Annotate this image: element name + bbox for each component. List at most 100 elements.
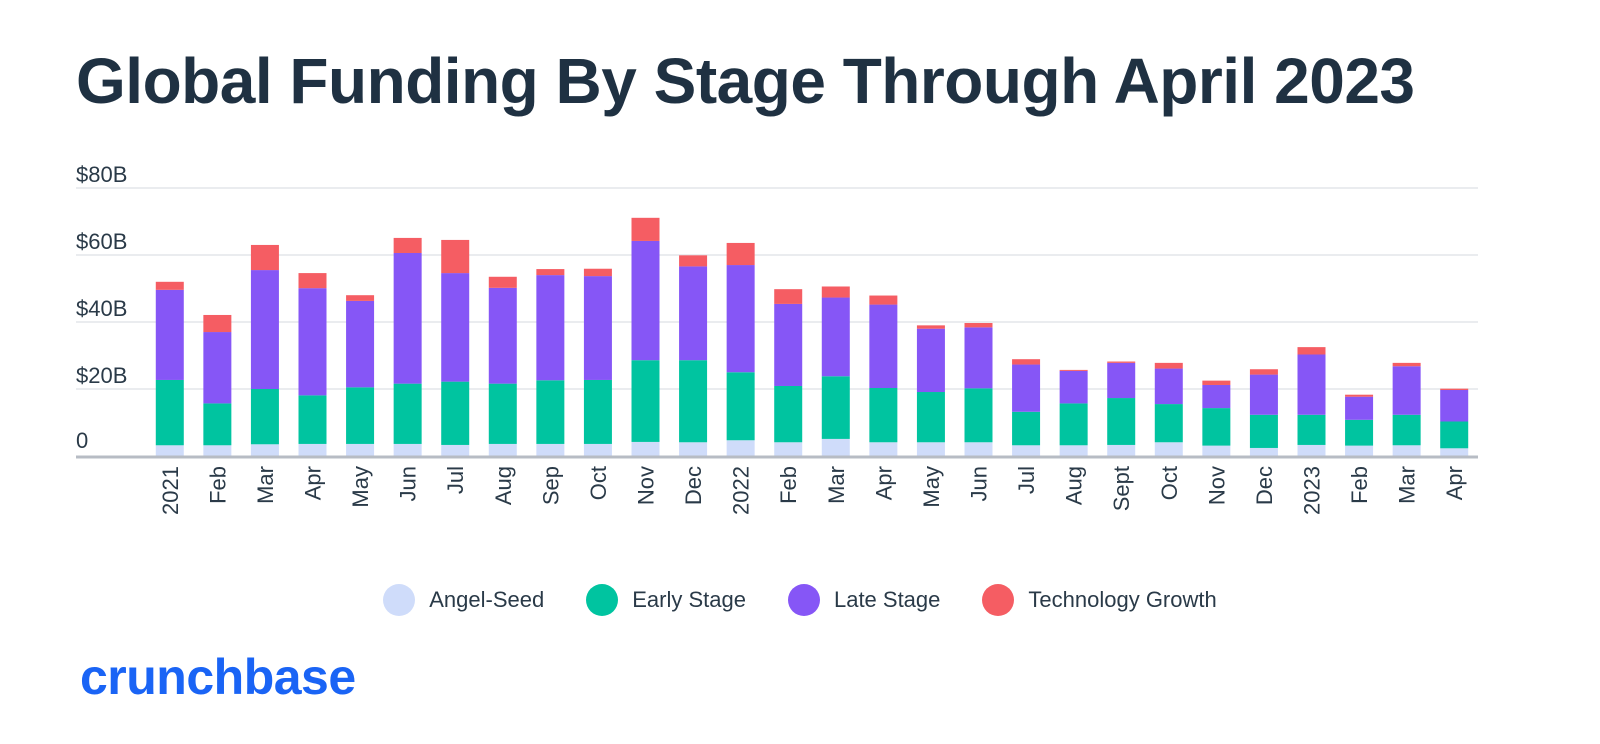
bar-segment-technology-growth[interactable]: [203, 314, 232, 333]
bar-segment-late-stage[interactable]: [346, 300, 375, 388]
bar-segment-early-stage[interactable]: [1059, 403, 1088, 446]
bar-segment-late-stage[interactable]: [1440, 390, 1469, 422]
bar-segment-angel-seed[interactable]: [1012, 445, 1041, 456]
bar-segment-late-stage[interactable]: [1202, 384, 1231, 409]
bar-segment-late-stage[interactable]: [441, 273, 470, 382]
bar-segment-angel-seed[interactable]: [583, 443, 612, 456]
bar-segment-early-stage[interactable]: [1345, 419, 1374, 446]
bar-segment-technology-growth[interactable]: [488, 276, 517, 288]
bar-segment-angel-seed[interactable]: [250, 444, 279, 456]
bar-segment-angel-seed[interactable]: [1202, 445, 1231, 456]
bar-segment-angel-seed[interactable]: [869, 442, 898, 456]
legend-item-technology-growth[interactable]: Technology Growth: [982, 584, 1217, 616]
bar-segment-late-stage[interactable]: [726, 265, 755, 373]
bar-segment-angel-seed[interactable]: [1297, 444, 1326, 456]
bar-segment-technology-growth[interactable]: [346, 295, 375, 301]
bar-segment-angel-seed[interactable]: [631, 441, 660, 456]
bar-segment-early-stage[interactable]: [203, 403, 232, 446]
bar-segment-late-stage[interactable]: [155, 289, 184, 380]
bar-segment-angel-seed[interactable]: [679, 442, 708, 456]
bar-segment-technology-growth[interactable]: [1202, 380, 1231, 385]
bar-segment-late-stage[interactable]: [1012, 364, 1041, 412]
bar-segment-early-stage[interactable]: [631, 360, 660, 442]
bar-segment-technology-growth[interactable]: [298, 273, 327, 289]
bar-segment-early-stage[interactable]: [726, 372, 755, 441]
bar-segment-technology-growth[interactable]: [869, 295, 898, 305]
bar-segment-early-stage[interactable]: [250, 389, 279, 445]
bar-segment-technology-growth[interactable]: [393, 237, 422, 253]
bar-segment-angel-seed[interactable]: [1059, 445, 1088, 456]
bar-segment-early-stage[interactable]: [916, 392, 945, 443]
bar-segment-late-stage[interactable]: [203, 332, 232, 404]
bar-segment-early-stage[interactable]: [1440, 421, 1469, 449]
bar-segment-late-stage[interactable]: [393, 252, 422, 384]
bar-segment-late-stage[interactable]: [1345, 396, 1374, 420]
bar-segment-technology-growth[interactable]: [155, 281, 184, 290]
bar-segment-angel-seed[interactable]: [155, 445, 184, 456]
legend-item-late-stage[interactable]: Late Stage: [787, 584, 940, 616]
bar-segment-technology-growth[interactable]: [250, 244, 279, 271]
bar-segment-early-stage[interactable]: [1107, 398, 1136, 445]
bar-segment-late-stage[interactable]: [631, 240, 660, 361]
bar-segment-early-stage[interactable]: [488, 383, 517, 444]
bar-segment-technology-growth[interactable]: [583, 268, 612, 277]
bar-segment-technology-growth[interactable]: [774, 289, 803, 304]
bar-segment-technology-growth[interactable]: [1345, 394, 1374, 397]
bar-segment-technology-growth[interactable]: [1107, 361, 1136, 363]
bar-segment-late-stage[interactable]: [1107, 362, 1136, 399]
bar-segment-technology-growth[interactable]: [679, 255, 708, 267]
bar-segment-early-stage[interactable]: [1249, 414, 1278, 448]
bar-segment-technology-growth[interactable]: [916, 325, 945, 329]
bar-segment-technology-growth[interactable]: [1154, 362, 1183, 369]
bar-segment-angel-seed[interactable]: [1440, 448, 1469, 456]
bar-segment-early-stage[interactable]: [821, 376, 850, 439]
bar-segment-technology-growth[interactable]: [1297, 347, 1326, 355]
bar-segment-angel-seed[interactable]: [298, 443, 327, 456]
bar-segment-technology-growth[interactable]: [964, 323, 993, 328]
bar-segment-angel-seed[interactable]: [916, 442, 945, 456]
bar-segment-angel-seed[interactable]: [1249, 447, 1278, 456]
bar-segment-late-stage[interactable]: [583, 276, 612, 380]
bar-segment-technology-growth[interactable]: [1392, 362, 1421, 367]
bar-segment-late-stage[interactable]: [536, 275, 565, 381]
bar-segment-late-stage[interactable]: [488, 287, 517, 384]
bar-segment-technology-growth[interactable]: [441, 239, 470, 274]
bar-segment-angel-seed[interactable]: [821, 438, 850, 456]
bar-segment-late-stage[interactable]: [869, 304, 898, 388]
bar-segment-technology-growth[interactable]: [631, 217, 660, 241]
bar-segment-late-stage[interactable]: [298, 288, 327, 396]
bar-segment-early-stage[interactable]: [774, 385, 803, 443]
bar-segment-angel-seed[interactable]: [1154, 442, 1183, 456]
bar-segment-angel-seed[interactable]: [1107, 444, 1136, 456]
bar-segment-early-stage[interactable]: [346, 387, 375, 444]
bar-segment-technology-growth[interactable]: [1440, 388, 1469, 391]
bar-segment-early-stage[interactable]: [393, 383, 422, 444]
bar-segment-angel-seed[interactable]: [488, 443, 517, 456]
bar-segment-technology-growth[interactable]: [821, 286, 850, 298]
bar-segment-early-stage[interactable]: [536, 380, 565, 444]
bar-segment-angel-seed[interactable]: [964, 442, 993, 456]
legend-item-early-stage[interactable]: Early Stage: [586, 584, 746, 616]
bar-segment-technology-growth[interactable]: [726, 242, 755, 266]
bar-segment-angel-seed[interactable]: [441, 444, 470, 456]
bar-segment-late-stage[interactable]: [1297, 354, 1326, 415]
bar-segment-angel-seed[interactable]: [774, 442, 803, 456]
bar-segment-technology-growth[interactable]: [1012, 359, 1041, 365]
bar-segment-late-stage[interactable]: [679, 266, 708, 361]
bar-segment-technology-growth[interactable]: [1059, 369, 1088, 371]
bar-segment-late-stage[interactable]: [1392, 366, 1421, 415]
bar-segment-early-stage[interactable]: [1297, 414, 1326, 445]
bar-segment-angel-seed[interactable]: [393, 443, 422, 456]
bar-segment-early-stage[interactable]: [1202, 408, 1231, 446]
bar-segment-angel-seed[interactable]: [536, 443, 565, 456]
bar-segment-early-stage[interactable]: [583, 379, 612, 444]
bar-segment-late-stage[interactable]: [1154, 368, 1183, 405]
bar-segment-late-stage[interactable]: [964, 327, 993, 389]
bar-segment-angel-seed[interactable]: [346, 443, 375, 456]
bar-segment-angel-seed[interactable]: [1392, 445, 1421, 456]
bar-segment-late-stage[interactable]: [821, 297, 850, 377]
crunchbase-logo[interactable]: crunchbase: [80, 649, 356, 705]
bar-segment-angel-seed[interactable]: [203, 445, 232, 456]
bar-segment-early-stage[interactable]: [964, 388, 993, 443]
legend-item-angel-seed[interactable]: Angel-Seed: [383, 584, 544, 616]
